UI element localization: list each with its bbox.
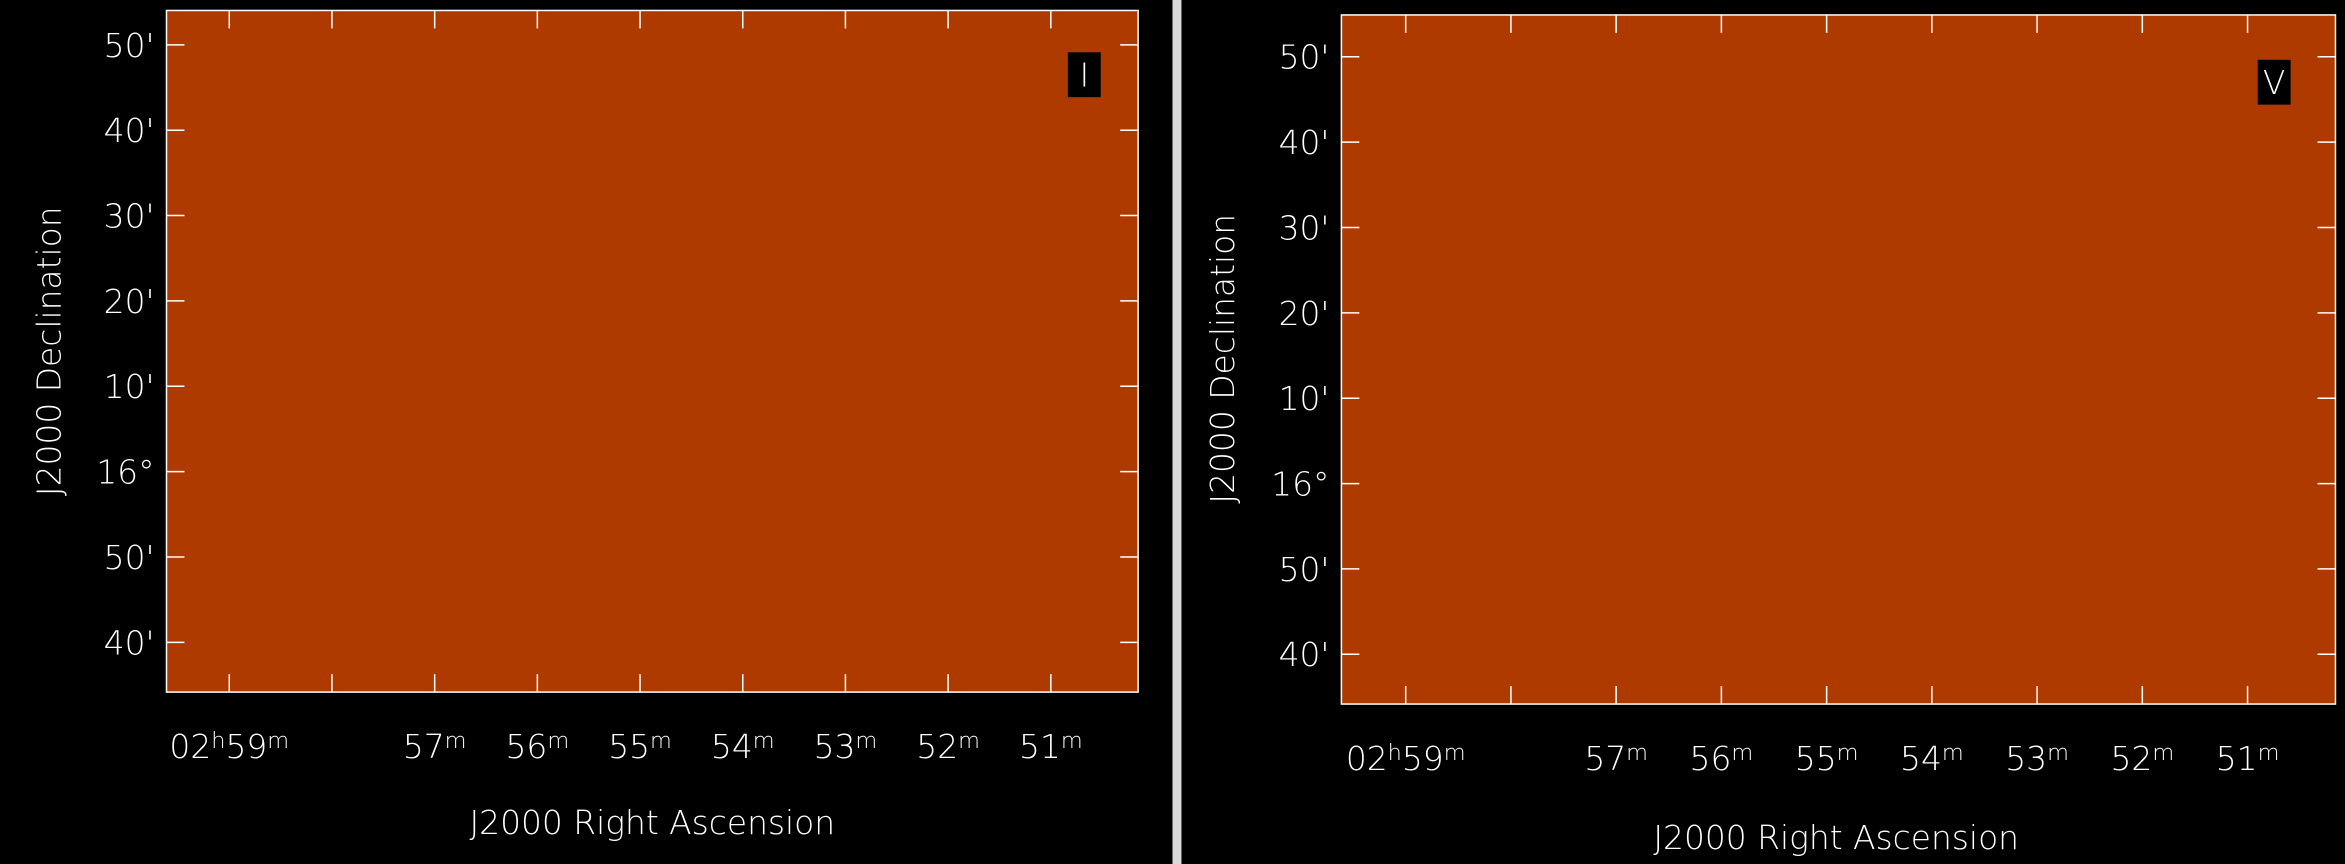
x-tick-label-part: 55 [1795, 739, 1837, 778]
x-tick-label-part: m [1837, 740, 1859, 766]
viewer: 50'40'30'20'10'16°50'40'02h59m57m56m55m5… [0, 0, 2345, 864]
x-axis-label: J2000 Right Ascension [469, 803, 835, 842]
y-axis-label: J2000 Declination [1203, 214, 1242, 504]
x-tick-label-part: m [547, 728, 569, 754]
y-tick-label: 40' [1279, 123, 1330, 162]
x-tick-label-part: 54 [1900, 739, 1942, 778]
x-tick-label-part: 02 [1346, 739, 1388, 778]
x-tick-label-part: m [267, 728, 289, 754]
x-tick-label-part: m [2152, 740, 2174, 766]
y-tick-label: 40' [1279, 635, 1330, 674]
y-tick-label: 50' [1279, 38, 1330, 77]
y-tick-label: 16° [96, 453, 154, 492]
y-tick-label: 20' [104, 282, 155, 321]
x-tick-label-part: m [1942, 740, 1964, 766]
x-tick-label-part: 56 [1690, 739, 1732, 778]
x-tick-label-part: m [958, 728, 980, 754]
x-tick-label-part: m [1061, 728, 1083, 754]
panel-divider [1173, 0, 1182, 864]
x-tick-label-part: 54 [711, 727, 753, 766]
image [166, 10, 1138, 692]
stokes-label: I [1079, 56, 1089, 95]
y-tick-label: 10' [104, 367, 155, 406]
x-tick-label-part: m [650, 728, 672, 754]
x-tick-label-part: m [1731, 740, 1753, 766]
x-tick-label-part: m [1626, 740, 1648, 766]
x-tick-label-part: m [2258, 740, 2280, 766]
y-tick-label: 40' [104, 111, 155, 150]
x-tick-label-part: h [1388, 740, 1402, 766]
x-tick-label-part: m [1444, 740, 1466, 766]
y-tick-label: 40' [104, 623, 155, 662]
x-tick-label-part: 56 [506, 727, 548, 766]
y-tick-label: 50' [1279, 550, 1330, 589]
x-tick-label-part: 52 [916, 727, 958, 766]
y-tick-label: 50' [104, 26, 155, 65]
y-tick-label: 20' [1279, 294, 1330, 333]
x-tick-label-part: 52 [2110, 739, 2152, 778]
x-tick-label-part: m [855, 728, 877, 754]
x-tick-label-part: 59 [1402, 739, 1444, 778]
x-tick-label-part: h [211, 728, 225, 754]
y-tick-label: 30' [104, 197, 155, 236]
y-tick-label: 50' [104, 538, 155, 577]
x-tick-label-part: m [445, 728, 467, 754]
x-tick-label-part: 57 [403, 727, 445, 766]
x-tick-label-part: 51 [1019, 727, 1061, 766]
image [1341, 15, 2335, 704]
x-axis-label: J2000 Right Ascension [1653, 818, 2019, 857]
x-tick-label-part: 02 [169, 727, 211, 766]
y-axis-label: J2000 Declination [29, 206, 68, 496]
x-tick-label-part: m [753, 728, 775, 754]
x-tick-label-part: m [2047, 740, 2069, 766]
y-tick-label: 30' [1279, 208, 1330, 247]
y-tick-label: 10' [1279, 379, 1330, 418]
y-tick-label: 16° [1271, 465, 1329, 504]
x-tick-label-part: 51 [2216, 739, 2258, 778]
stokes-label: V [2263, 63, 2286, 102]
x-tick-label-part: 59 [225, 727, 267, 766]
x-tick-label-part: 55 [608, 727, 650, 766]
x-tick-label-part: 57 [1584, 739, 1626, 778]
x-tick-label-part: 53 [2005, 739, 2047, 778]
x-tick-label-part: 53 [814, 727, 856, 766]
